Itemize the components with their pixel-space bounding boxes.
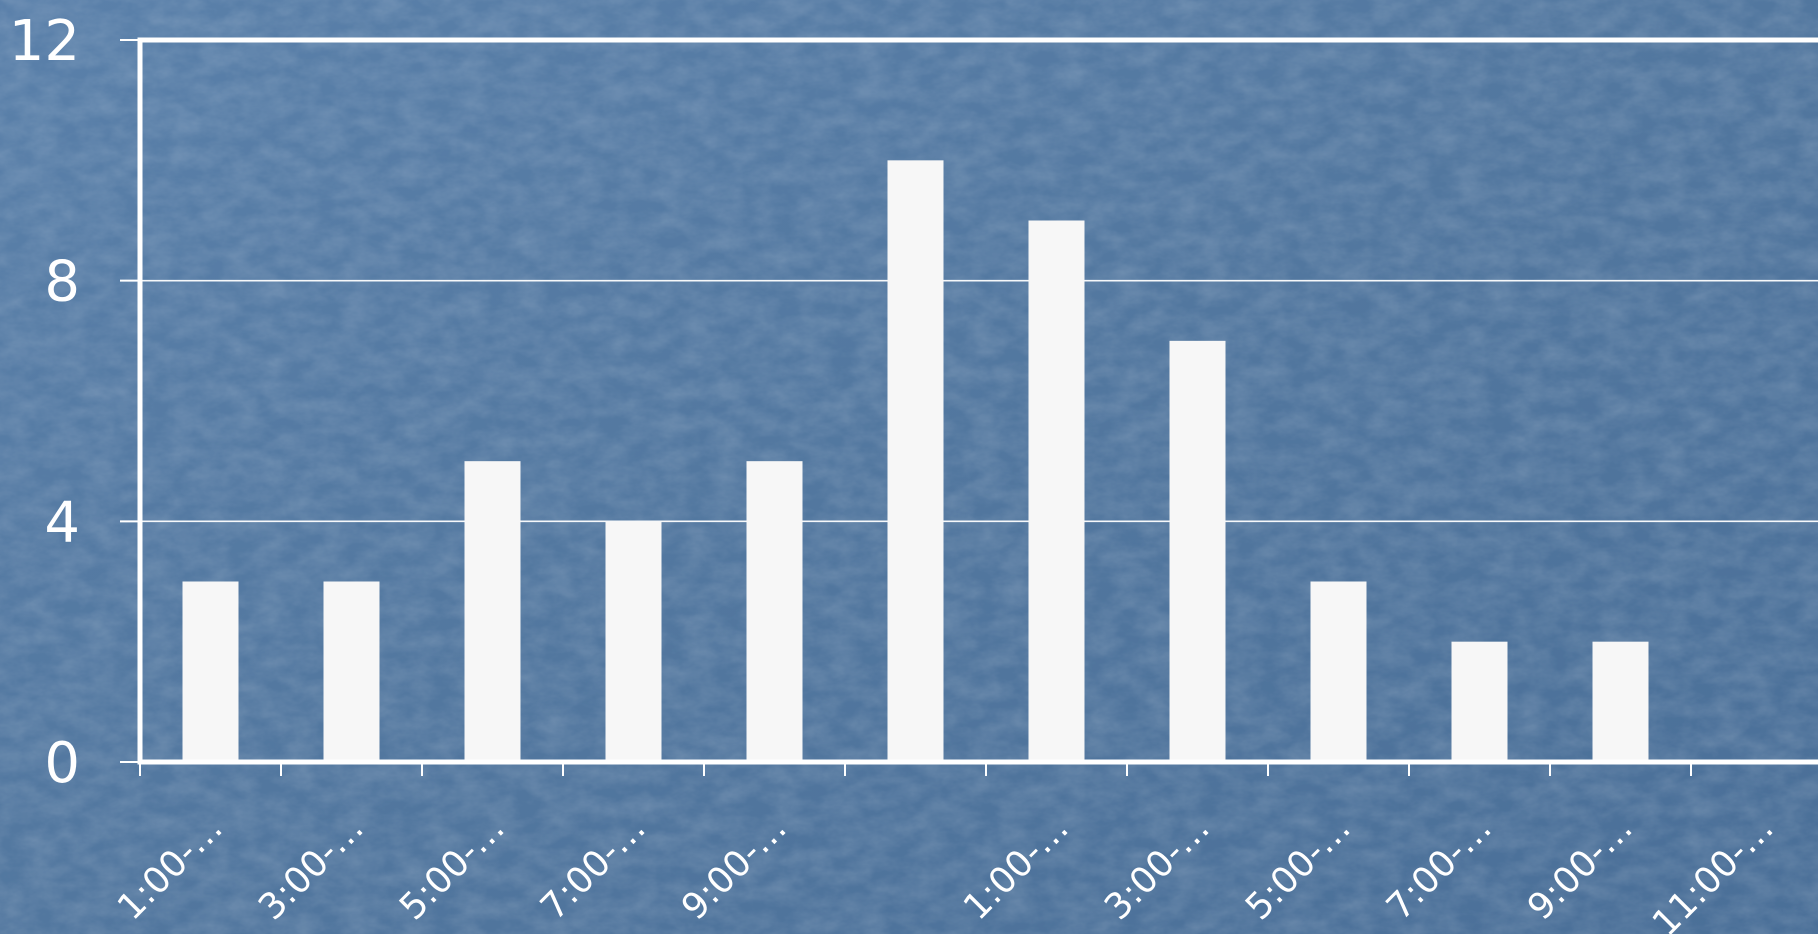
y-tick-label-0: 0: [44, 731, 80, 796]
y-tick-label-12: 12: [9, 9, 80, 74]
bar-4: [605, 521, 662, 762]
y-tick-label-4: 4: [44, 490, 80, 555]
bar-5: [746, 461, 803, 762]
bar-8: [1169, 340, 1226, 762]
bar-6: [887, 160, 944, 763]
bar-3: [464, 461, 521, 762]
bar-1: [182, 581, 239, 762]
bars: [182, 160, 1649, 763]
bar-2: [323, 581, 380, 762]
y-tick-label-8: 8: [44, 250, 80, 315]
bar-9: [1310, 581, 1367, 762]
bar-7: [1028, 220, 1085, 762]
gridlines: [140, 279, 1818, 523]
bar-10: [1451, 641, 1508, 762]
axes: [120, 37, 1818, 776]
bar-11: [1592, 641, 1649, 762]
